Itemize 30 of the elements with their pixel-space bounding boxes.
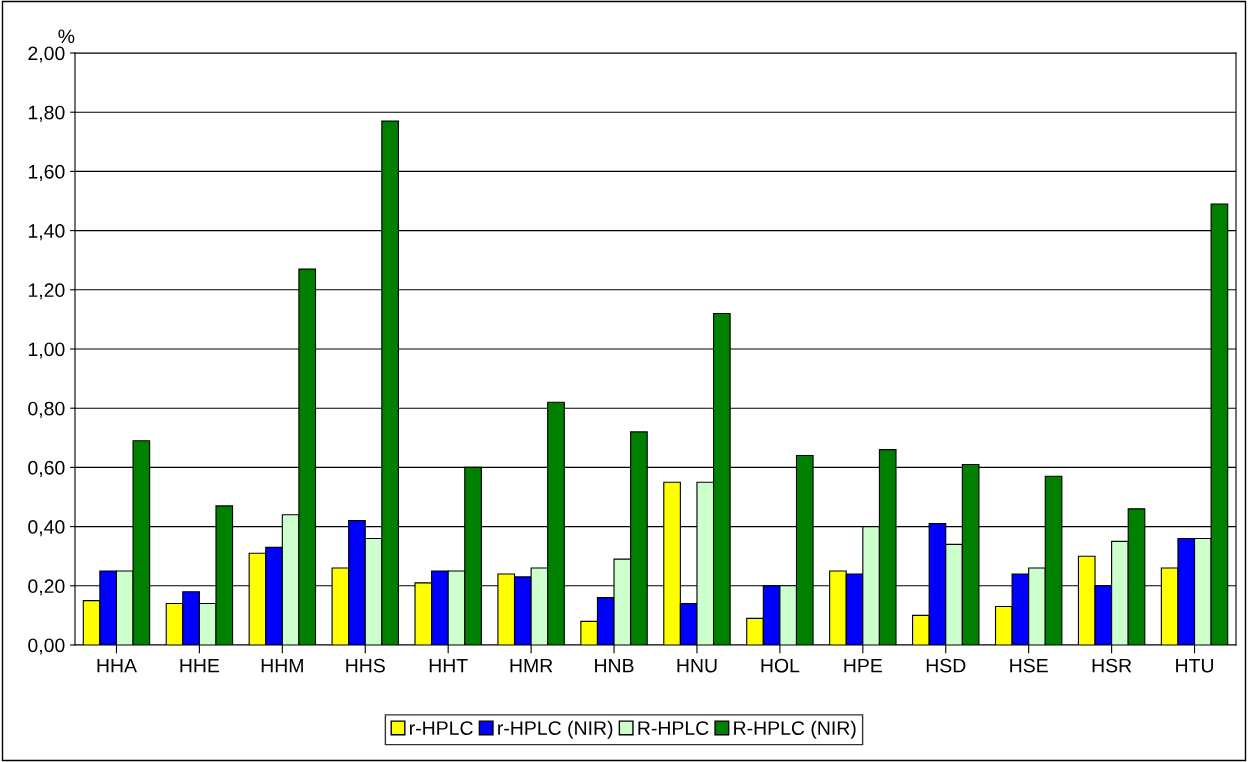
y-tick-label: 0,00 — [28, 638, 65, 655]
x-tick-label: HHM — [261, 658, 303, 673]
x-tick-label: HSE — [1010, 658, 1048, 673]
y-tick-label: 0,20 — [28, 579, 65, 596]
x-tick-label: HPE — [844, 658, 882, 673]
y-tick-label: 0,60 — [28, 460, 65, 477]
x-tick-label: HTU — [1176, 658, 1214, 673]
legend-label: R-HPLC — [638, 721, 709, 735]
legend-label: R-HPLC (NIR) — [734, 720, 856, 739]
x-tick-label: HSD — [926, 658, 966, 673]
legend-label: r-HPLC — [410, 721, 473, 735]
x-tick-label: HHS — [346, 658, 385, 673]
y-tick-label: 1,00 — [28, 342, 65, 359]
y-tick-label: 0,80 — [28, 401, 65, 418]
x-tick-label: HSR — [1092, 658, 1132, 673]
legend-label: r-HPLC (NIR) — [498, 720, 613, 739]
x-tick-label: HMR — [510, 658, 553, 673]
x-tick-label: HOL — [761, 658, 800, 673]
y-tick-label: 1,40 — [28, 224, 65, 241]
y-axis-title: % — [58, 29, 75, 44]
y-tick-label: 2,00 — [28, 46, 65, 63]
x-tick-label: HHE — [180, 658, 220, 673]
y-tick-label: 1,60 — [28, 164, 65, 181]
x-tick-label: HHA — [97, 658, 137, 673]
y-tick-label: 0,40 — [28, 520, 65, 537]
x-tick-label: HNB — [595, 658, 634, 673]
x-tick-label: HHT — [429, 658, 468, 673]
x-tick-label: HNU — [677, 658, 717, 673]
y-tick-label: 1,20 — [28, 283, 65, 300]
y-tick-label: 1,80 — [28, 105, 65, 122]
